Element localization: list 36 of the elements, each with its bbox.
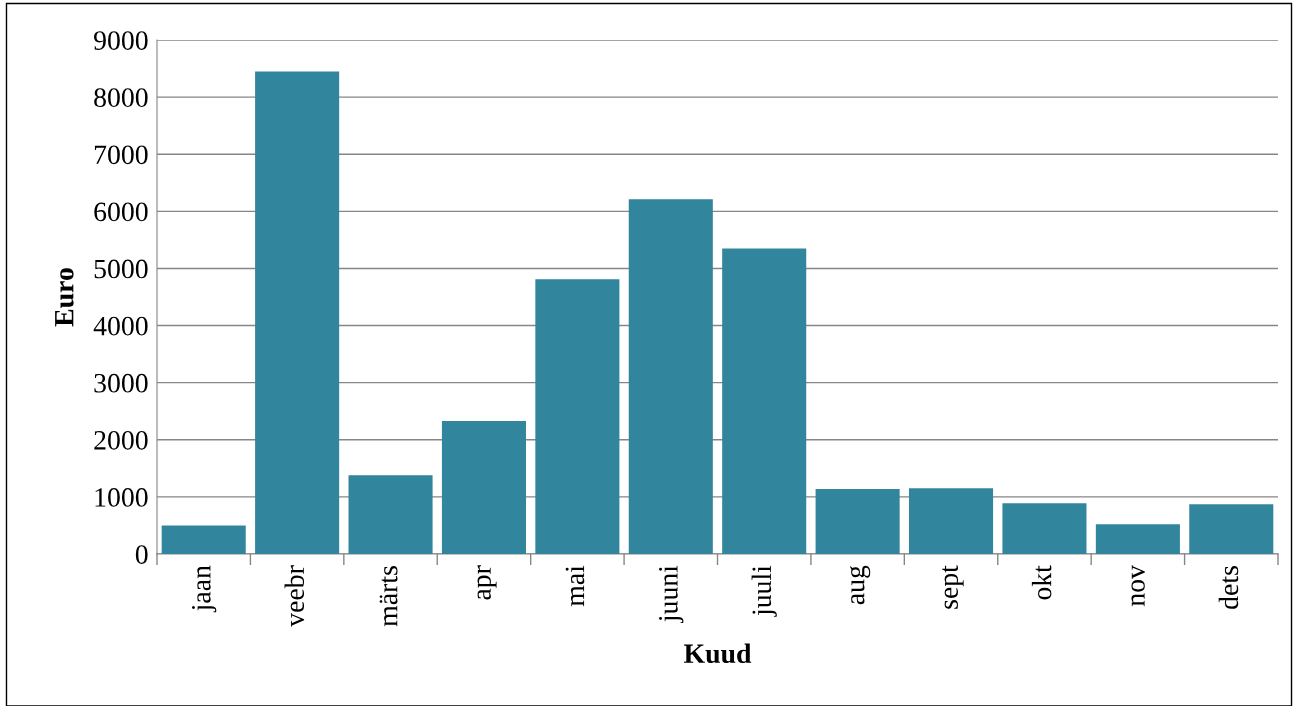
- y-tick-label: 9000: [94, 31, 148, 50]
- bar: [348, 475, 433, 554]
- x-tick-label: apr: [477, 565, 497, 600]
- bar: [161, 525, 246, 554]
- y-tick-label: 6000: [94, 202, 148, 222]
- x-tick-label: märts: [379, 566, 398, 627]
- y-axis-title: Euro: [55, 268, 74, 327]
- y-tick-label: 0: [135, 545, 148, 564]
- bar: [722, 248, 807, 554]
- bar: [535, 279, 620, 554]
- x-tick-label: dets: [1218, 566, 1239, 609]
- bar: [441, 420, 526, 554]
- x-tick-label: nov: [1131, 565, 1145, 607]
- y-tick-label: 4000: [93, 316, 148, 336]
- bar: [909, 488, 994, 554]
- x-axis-title: Kuud: [684, 643, 752, 664]
- bar: [1095, 524, 1180, 554]
- y-tick-label: 8000: [94, 88, 148, 108]
- y-tick-label: 7000: [94, 145, 148, 165]
- bar: [255, 71, 340, 554]
- x-tick-label: juuli: [751, 565, 777, 617]
- x-tick-label: mai: [565, 565, 585, 607]
- y-tick-label: 3000: [94, 373, 148, 393]
- y-tick-label: 1000: [95, 488, 148, 507]
- y-tick-label: 5000: [94, 259, 148, 279]
- x-tick-label: okt: [1031, 565, 1052, 600]
- y-tick-label: 2000: [94, 430, 148, 450]
- bar: [1189, 504, 1274, 554]
- bar: [815, 488, 900, 554]
- x-tick-label: aug: [849, 565, 871, 605]
- bar: [628, 199, 713, 554]
- bar: [1002, 503, 1087, 554]
- x-tick-label: juuni: [659, 565, 684, 624]
- x-tick-label: veebr: [284, 565, 305, 627]
- x-tick-label: jaan: [191, 565, 217, 613]
- x-tick-label: sept: [942, 565, 964, 609]
